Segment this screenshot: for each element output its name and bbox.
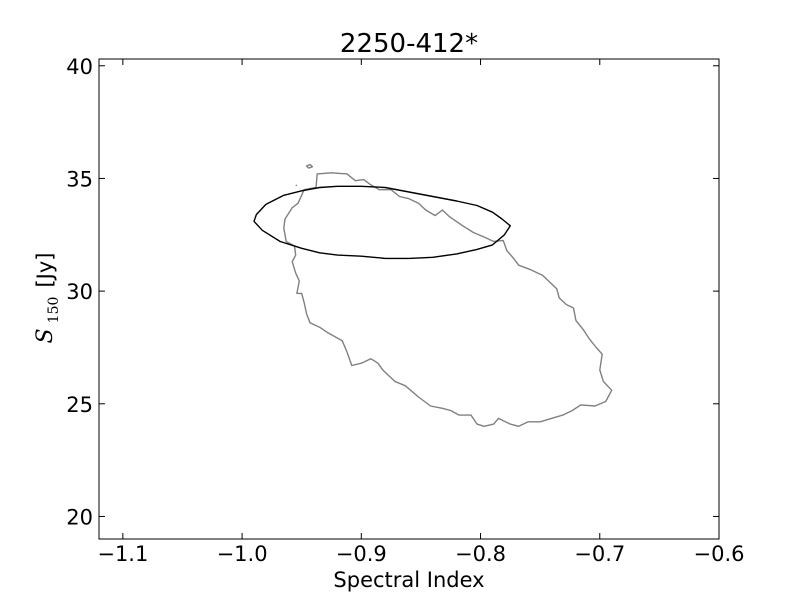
y-axis-label: S 150 [Jy] bbox=[33, 252, 62, 343]
x-tick-label: −0.9 bbox=[336, 542, 387, 566]
plot-area bbox=[98, 58, 720, 540]
y-tick-label: 25 bbox=[66, 393, 93, 417]
x-axis: −1.1 −1.0 −0.9 −0.8 −0.7 −0.6 bbox=[97, 59, 745, 566]
y-tick-label: 35 bbox=[66, 167, 93, 191]
x-tick-label: −0.7 bbox=[574, 542, 625, 566]
contour-line-3 bbox=[305, 163, 314, 169]
y-tick-label: 30 bbox=[66, 280, 93, 304]
y-tick-label: 40 bbox=[66, 55, 93, 79]
x-tick-label: −0.8 bbox=[455, 542, 506, 566]
y-axis-label-unit: [Jy] bbox=[33, 252, 57, 287]
y-axis-label-symbol: S bbox=[33, 328, 58, 343]
contour-line-2 bbox=[253, 185, 511, 260]
x-axis-label: Spectral Index bbox=[333, 568, 484, 592]
y-tick-label: 20 bbox=[66, 505, 93, 529]
chart-title: 2250-412* bbox=[340, 29, 478, 59]
y-axis-label-subscript: 150 bbox=[46, 297, 62, 324]
x-tick-label: −1.0 bbox=[217, 542, 268, 566]
y-axis: 20 25 30 35 40 bbox=[66, 55, 719, 529]
contour-series bbox=[253, 163, 613, 427]
svg-text:S 150 [Jy]: S 150 [Jy] bbox=[33, 252, 62, 343]
x-tick-label: −1.1 bbox=[97, 542, 148, 566]
contour-line-1 bbox=[283, 172, 613, 427]
x-tick-label: −0.6 bbox=[694, 542, 745, 566]
